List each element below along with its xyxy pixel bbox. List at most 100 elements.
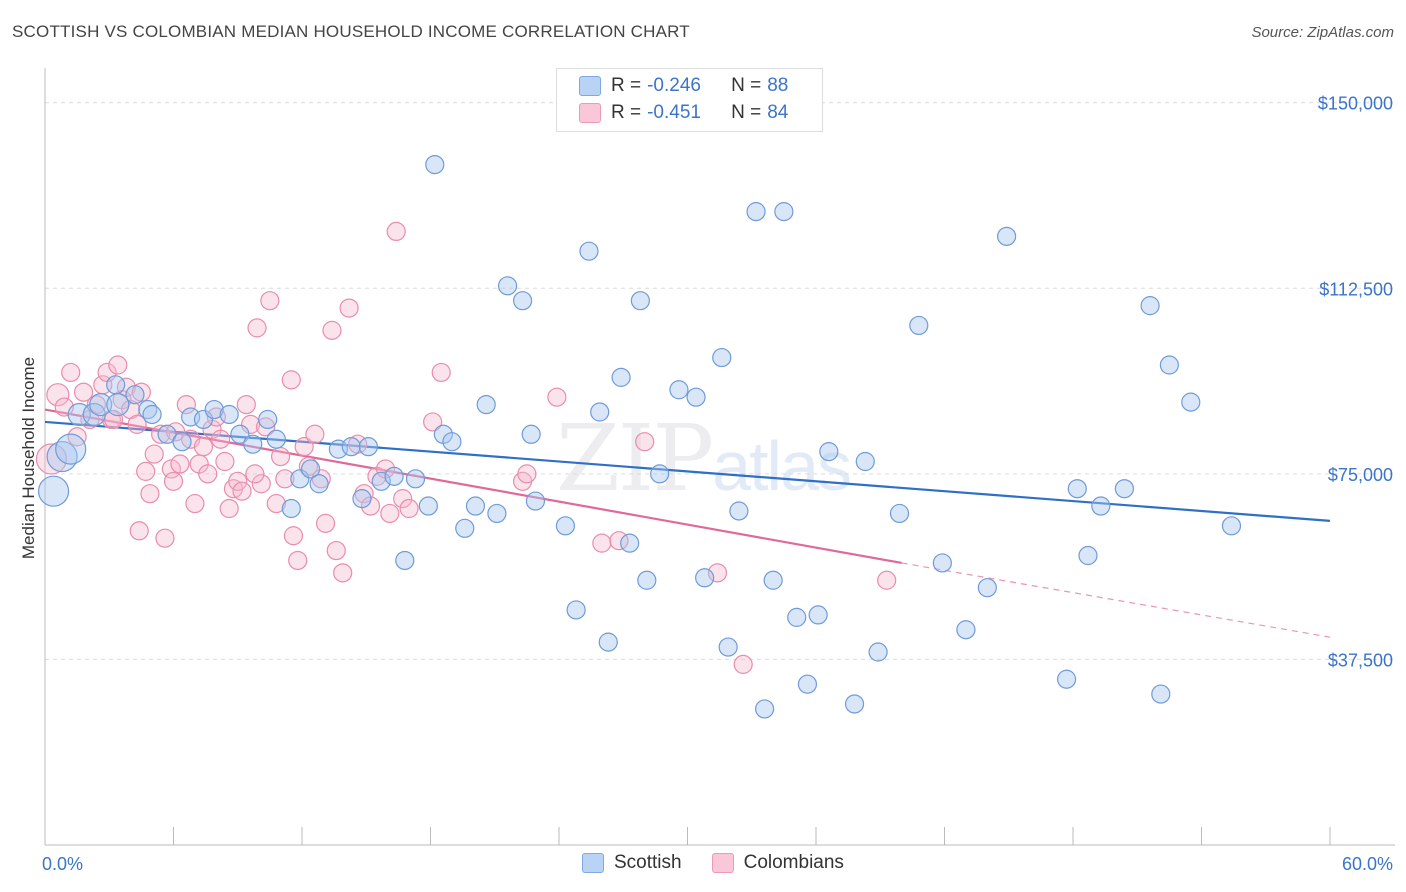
scottish-point: [371, 471, 391, 491]
chart-title: SCOTTISH VS COLOMBIAN MEDIAN HOUSEHOLD I…: [12, 22, 690, 41]
scottish-point: [55, 433, 87, 465]
scottish-point: [521, 424, 541, 444]
scottish-point: [258, 409, 278, 430]
scottish-point: [909, 315, 929, 336]
colombians-point: [140, 484, 160, 504]
scottish-point: [243, 434, 263, 454]
colombians-legend-swatch: [711, 853, 734, 873]
scottish-point: [465, 496, 486, 516]
colombians-point: [35, 443, 68, 475]
colombians-point: [136, 461, 156, 481]
scottish-point: [455, 518, 475, 538]
scottish-point: [774, 202, 794, 222]
scottish-point: [844, 694, 865, 714]
scottish-point: [630, 291, 650, 311]
colombians-point: [170, 454, 190, 474]
colombians-points: [35, 221, 897, 674]
scottish-point: [855, 451, 875, 472]
scottish-point: [686, 387, 706, 407]
legend-item-scottish[interactable]: Scottish: [582, 852, 682, 874]
scottish-point: [405, 469, 426, 489]
scottish-point: [787, 607, 807, 627]
scottish-point: [1159, 355, 1179, 375]
scottish-point: [637, 570, 657, 590]
scottish-point: [172, 432, 192, 452]
colombians-point: [733, 654, 753, 674]
scottish-point: [395, 550, 415, 571]
y-tick-label: $150,000: [1318, 94, 1393, 114]
colombians-point: [339, 298, 359, 318]
colombians-point: [144, 444, 164, 464]
colombians-point: [193, 437, 214, 457]
colombians-point: [67, 427, 87, 447]
scottish-point: [281, 498, 301, 519]
colombians-point: [393, 489, 413, 509]
x-tick-label-max: 60.0%: [1342, 854, 1393, 874]
colombians-point: [46, 383, 70, 407]
colombians-point: [176, 394, 196, 415]
colombians-point: [260, 291, 280, 311]
colombians-r-label: R =: [611, 102, 642, 123]
scottish-point: [525, 491, 546, 511]
trend-lines: [44, 408, 1331, 638]
colombians-point: [232, 481, 252, 501]
scottish-point: [37, 475, 70, 507]
colombians-point: [185, 493, 205, 514]
source-label: Source: ZipAtlas.com: [1251, 24, 1394, 41]
scottish-point: [598, 632, 618, 652]
scottish-point: [754, 699, 775, 719]
colombians-point: [322, 320, 342, 340]
scottish-point: [712, 347, 732, 368]
scottish-point: [290, 469, 310, 489]
colombians-point: [255, 417, 276, 437]
scottish-point: [142, 404, 162, 425]
scottish-point: [763, 570, 783, 590]
y-tick-label: $75,000: [1328, 465, 1393, 485]
scottish-point: [487, 503, 507, 524]
scottish-point: [219, 404, 239, 425]
colombians-point: [326, 540, 346, 561]
colombians-point: [431, 362, 451, 383]
scottish-n-value: 88: [767, 75, 789, 96]
scottish-point: [106, 392, 130, 417]
colombians-point: [707, 563, 728, 583]
scottish-r-label: R =: [611, 75, 642, 96]
scottish-point: [746, 202, 766, 222]
axes: [44, 68, 1395, 846]
scottish-point: [204, 399, 224, 420]
scottish-point: [555, 516, 576, 536]
scottish-point: [566, 600, 586, 620]
scottish-point: [418, 496, 438, 516]
colombians-point: [247, 318, 267, 338]
colombians-point: [236, 394, 256, 415]
colombians-point: [129, 521, 149, 541]
colombians-swatch: [579, 103, 601, 123]
colombians-point: [305, 424, 325, 444]
scottish-point: [300, 459, 321, 479]
scottish-point: [125, 385, 145, 405]
scottish-point: [512, 291, 533, 311]
scottish-point: [868, 642, 888, 662]
scottish-point: [579, 241, 599, 261]
colombians-point: [163, 471, 184, 491]
colombians-point: [73, 382, 94, 402]
scottish-point: [718, 637, 738, 657]
scottish-point: [442, 432, 462, 452]
colombians-point: [386, 221, 406, 241]
watermark-atlas: atlas: [712, 427, 852, 505]
colombians-point: [288, 550, 308, 571]
scottish-point: [977, 578, 997, 598]
colombians-point: [399, 498, 419, 519]
scottish-point: [729, 501, 749, 521]
legend-item-colombians[interactable]: Colombians: [711, 852, 844, 874]
colombians-point: [155, 528, 175, 548]
scottish-point: [695, 568, 715, 588]
scottish-r-value: -0.246: [647, 75, 701, 96]
colombians-point: [275, 469, 295, 489]
scottish-point: [1181, 392, 1201, 412]
colombians-point: [108, 355, 128, 375]
colombians-point: [333, 563, 353, 583]
scottish-point: [808, 605, 828, 625]
scottish-legend-swatch: [582, 853, 604, 873]
